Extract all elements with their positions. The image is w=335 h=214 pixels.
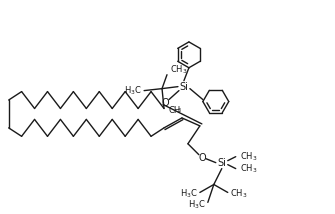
- Text: O: O: [161, 98, 169, 107]
- Text: CH$_3$: CH$_3$: [170, 64, 188, 76]
- Text: CH: CH: [169, 106, 181, 115]
- Text: CH$_3$: CH$_3$: [240, 162, 257, 175]
- Text: O: O: [198, 153, 206, 163]
- Text: H$_3$C: H$_3$C: [180, 187, 198, 200]
- Text: Si: Si: [217, 158, 226, 168]
- Text: CH$_3$: CH$_3$: [240, 150, 257, 163]
- Text: H$_3$C: H$_3$C: [188, 198, 206, 211]
- Text: Si: Si: [180, 82, 188, 92]
- Text: H$_3$C: H$_3$C: [124, 84, 142, 97]
- Text: $_3$: $_3$: [178, 106, 182, 115]
- Text: CH$_3$: CH$_3$: [230, 187, 247, 200]
